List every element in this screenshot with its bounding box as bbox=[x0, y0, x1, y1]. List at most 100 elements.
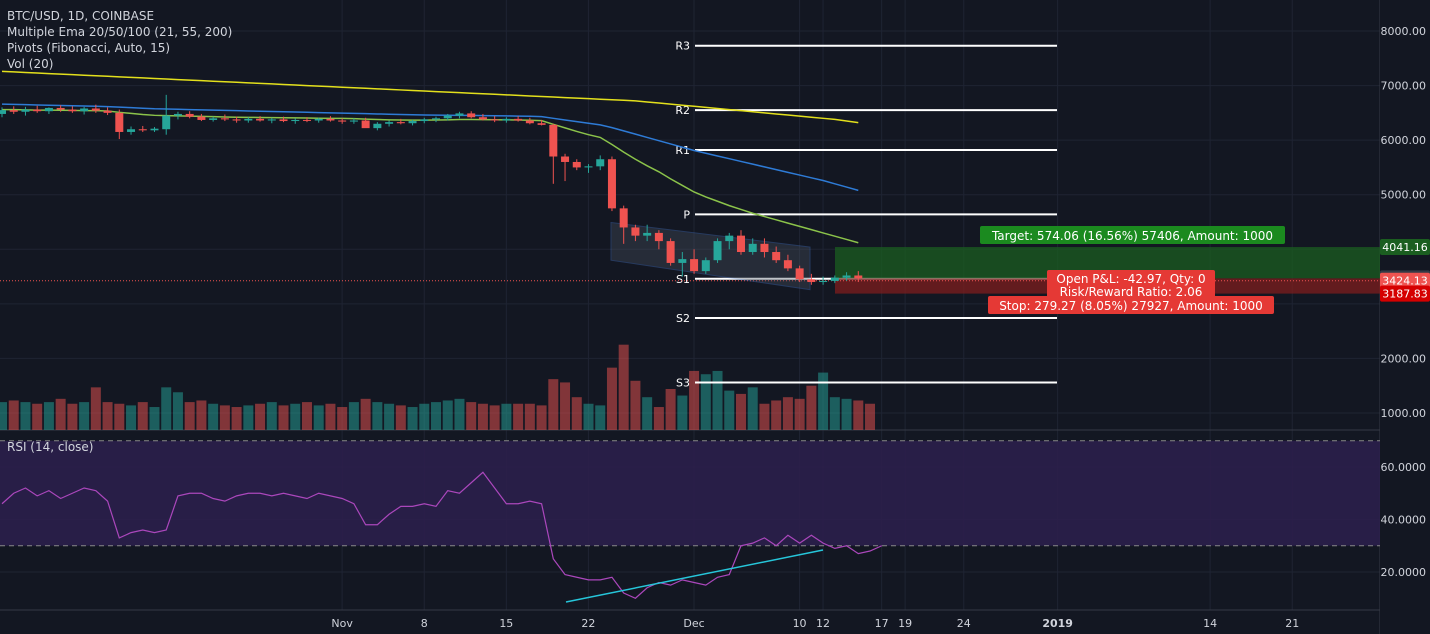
time-tick-label: 14 bbox=[1203, 617, 1217, 630]
volume-bar bbox=[524, 403, 535, 430]
volume-bar bbox=[90, 387, 101, 430]
candle-body bbox=[44, 107, 53, 112]
price-tag bbox=[1380, 285, 1430, 302]
volume-bar bbox=[747, 387, 758, 430]
volume-bar bbox=[32, 403, 43, 430]
pivot-label: R3 bbox=[675, 40, 690, 53]
candle-body bbox=[150, 128, 159, 131]
candle-body bbox=[537, 123, 546, 125]
time-axis[interactable]: 8 15 22 Nov 12 19 Dec 10 17 24 2019 14 21 bbox=[331, 617, 1299, 630]
volume-bar bbox=[384, 403, 395, 430]
rsi-pane bbox=[0, 440, 1380, 603]
candle-body bbox=[701, 260, 710, 272]
candle-body bbox=[326, 118, 335, 121]
volume-bar bbox=[771, 400, 782, 430]
volume-bar bbox=[853, 400, 864, 430]
time-tick-label: 17 bbox=[875, 617, 889, 630]
candle-body bbox=[420, 119, 429, 122]
legend-pivots[interactable]: Pivots (Fibonacci, Auto, 15) bbox=[7, 41, 171, 55]
volume-bar bbox=[231, 407, 242, 430]
candle-body bbox=[455, 113, 464, 116]
time-tick-label: 8 bbox=[421, 617, 428, 630]
candle-body bbox=[115, 112, 124, 132]
time-tick-label: 10 bbox=[793, 617, 807, 630]
candle-body bbox=[643, 232, 652, 236]
candle-body bbox=[256, 118, 265, 121]
volume-bar bbox=[689, 370, 700, 430]
ema-line-1 bbox=[1, 103, 859, 192]
candle-body bbox=[596, 159, 605, 167]
volume-bar bbox=[735, 393, 746, 430]
time-tick-label: 15 bbox=[499, 617, 513, 630]
candle-body bbox=[185, 113, 194, 117]
price-tag-label: 4041.16 bbox=[1382, 241, 1428, 254]
candle-body bbox=[314, 118, 323, 121]
volume-bar bbox=[372, 402, 383, 430]
pivot-label: S1 bbox=[676, 273, 690, 286]
pivot-label: R2 bbox=[675, 104, 690, 117]
candle-body bbox=[103, 110, 112, 113]
position-zone[interactable] bbox=[0, 247, 1380, 294]
candle-body bbox=[619, 208, 628, 228]
candle-body bbox=[607, 159, 616, 209]
candle-body bbox=[408, 121, 417, 124]
price-tick-label: 2000.00 bbox=[1381, 352, 1427, 365]
candle-body bbox=[690, 259, 699, 272]
time-tick-label: 2019 bbox=[1042, 617, 1073, 630]
volume-bar bbox=[501, 403, 512, 430]
candle-body bbox=[0, 110, 6, 114]
legend-symbol[interactable]: BTC/USD, 1D, COINBASE bbox=[7, 9, 155, 23]
volume-bar bbox=[712, 370, 723, 430]
ema-line-0 bbox=[2, 108, 859, 244]
candle-body bbox=[232, 119, 241, 121]
volume-bar bbox=[55, 398, 66, 430]
candle-body bbox=[514, 118, 523, 121]
pivot-label: R1 bbox=[675, 144, 690, 157]
candles bbox=[0, 94, 863, 285]
price-tag-label: 3424.13 bbox=[1382, 275, 1428, 288]
volume-bar bbox=[700, 374, 711, 430]
candle-body bbox=[842, 275, 851, 278]
volume-bar bbox=[818, 372, 829, 430]
volume-bar bbox=[571, 397, 582, 430]
volume-bar bbox=[348, 402, 359, 430]
time-tick-label: 21 bbox=[1285, 617, 1299, 630]
volume-bar bbox=[325, 403, 336, 430]
volume-bar bbox=[548, 379, 559, 430]
candle-body bbox=[561, 156, 570, 162]
rsi-title[interactable]: RSI (14, close) bbox=[7, 440, 94, 454]
volume-bar bbox=[219, 405, 230, 430]
candle-body bbox=[267, 119, 276, 121]
volume-bar bbox=[782, 397, 793, 430]
volume-bar bbox=[419, 403, 430, 430]
volume-bar bbox=[184, 402, 195, 430]
volume-bar bbox=[161, 387, 172, 430]
price-axis[interactable]: 8000.00 7000.00 6000.00 5000.00 2000.00 1000.… bbox=[1380, 0, 1430, 634]
candle-body bbox=[220, 118, 229, 120]
candle-body bbox=[279, 119, 288, 122]
volume-bar bbox=[794, 398, 805, 430]
volume-bar bbox=[8, 400, 19, 430]
price-tag bbox=[1380, 272, 1430, 289]
candle-body bbox=[772, 252, 781, 261]
price-tag bbox=[1380, 239, 1430, 256]
volume-bar bbox=[653, 407, 664, 430]
time-tick-label: 19 bbox=[898, 617, 912, 630]
candle-body bbox=[760, 243, 769, 253]
volume-bar bbox=[759, 403, 770, 430]
volume-bar bbox=[442, 400, 453, 430]
candle-body bbox=[68, 109, 77, 112]
legend-ema[interactable]: Multiple Ema 20/50/100 (21, 55, 200) bbox=[7, 25, 233, 39]
candle-body bbox=[56, 107, 65, 110]
price-tick-label: 8000.00 bbox=[1381, 25, 1427, 38]
volume-bar bbox=[114, 403, 125, 430]
volume-bar bbox=[560, 382, 571, 430]
legend-volume[interactable]: Vol (20) bbox=[7, 57, 54, 71]
candle-body bbox=[291, 119, 300, 122]
volume-bar bbox=[196, 400, 207, 430]
price-tick-label: 6000.00 bbox=[1381, 134, 1427, 147]
rsi-trendline bbox=[565, 549, 824, 603]
volume-bar bbox=[337, 407, 348, 430]
chart-legend: BTC/USD, 1D, COINBASE Multiple Ema 20/50… bbox=[7, 8, 232, 72]
